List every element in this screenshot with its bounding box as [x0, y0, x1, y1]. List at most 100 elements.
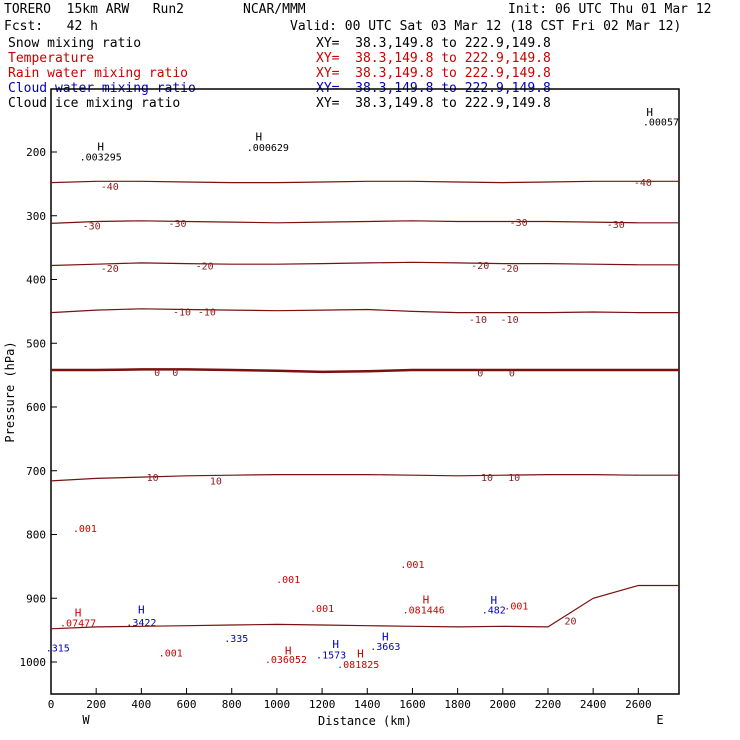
plot-frame — [50, 88, 680, 695]
contour-label: .335 — [224, 634, 248, 645]
legend-xy-cloud-ice: XY= 38.3,149.8 to 222.9,149.8 — [316, 96, 551, 111]
x-tick-label: 2000 — [490, 698, 517, 711]
contour-label: -40 — [101, 182, 119, 193]
legend-xy-snow: XY= 38.3,149.8 to 222.9,149.8 — [316, 36, 551, 51]
contour-label: .081825 — [337, 660, 379, 671]
y-axis-label: Pressure (hPa) — [3, 341, 17, 442]
header-model: TORERO 15km ARW Run2 — [4, 2, 185, 17]
header-fcst: Fcst: 42 h — [4, 19, 98, 34]
contour-label: .00057 — [643, 117, 679, 128]
high-marker: H — [256, 131, 263, 144]
legend-xy-rain: XY= 38.3,149.8 to 222.9,149.8 — [316, 66, 551, 81]
contour-label: -20 — [471, 261, 489, 272]
contour-label: -20 — [501, 264, 519, 275]
contour-label: -30 — [83, 221, 101, 232]
y-tick-label: 400 — [26, 274, 46, 287]
contour-label: -10 — [469, 315, 487, 326]
high-marker: H — [97, 140, 104, 153]
high-marker: H — [75, 606, 82, 619]
contour-label: -10 — [198, 307, 216, 318]
contour-label: .3422 — [126, 618, 156, 629]
high-marker: H — [646, 106, 653, 119]
legend-label-temperature: Temperature — [8, 51, 95, 66]
legend-xy-temperature: XY= 38.3,149.8 to 222.9,149.8 — [316, 51, 551, 66]
contour-label: -20 — [101, 264, 119, 275]
contour-label: -10 — [501, 315, 519, 326]
high-marker: H — [382, 631, 389, 644]
y-tick-label: 600 — [26, 401, 46, 414]
contour-label: .001 — [73, 524, 97, 535]
contour-label: .003295 — [80, 152, 122, 163]
isotherm--10 — [50, 308, 679, 314]
x-axis-label: Distance (km) — [318, 714, 412, 728]
high-marker: H — [285, 645, 292, 658]
x-tick-label: 200 — [86, 698, 106, 711]
x-tick-label: 2200 — [535, 698, 562, 711]
contour-label: 0 — [172, 368, 178, 379]
y-tick-label: 700 — [26, 465, 46, 478]
y-tick-label: 1000 — [20, 656, 47, 669]
contour-label: .07477 — [60, 618, 96, 629]
contour-label: -30 — [168, 219, 186, 230]
x-tick-label: 800 — [222, 698, 242, 711]
y-tick-label: 800 — [26, 529, 46, 542]
legend-label-snow: Snow mixing ratio — [8, 36, 142, 51]
x-tick-label: 1400 — [354, 698, 381, 711]
x-tick-label: 2400 — [580, 698, 607, 711]
west-label: W — [82, 713, 90, 727]
isotherm--40 — [50, 180, 679, 184]
contour-label: -40 — [634, 178, 652, 189]
isotherm--30 — [50, 220, 679, 224]
y-tick-label: 500 — [26, 337, 46, 350]
x-tick-label: 400 — [131, 698, 151, 711]
contour-label: -30 — [510, 218, 528, 229]
contour-label: .001 — [400, 560, 424, 571]
contour-label: .001 — [504, 601, 528, 612]
high-marker: H — [138, 604, 145, 617]
y-tick-label: 300 — [26, 210, 46, 223]
contour-label: -10 — [173, 307, 191, 318]
contour-label: .315 — [46, 643, 70, 654]
high-marker: H — [332, 638, 339, 651]
contour-label: -30 — [607, 220, 625, 231]
y-tick-label: 200 — [26, 146, 46, 159]
contour-label: .036052 — [265, 655, 307, 666]
high-marker: H — [357, 648, 364, 661]
contour-label: 0 — [154, 368, 160, 379]
y-tick-label: 900 — [26, 592, 46, 605]
contour-label: -20 — [196, 261, 214, 272]
header-valid: Valid: 00 UTC Sat 03 Mar 12 (18 CST Fri … — [290, 19, 682, 34]
contour-label: 10 — [508, 473, 520, 484]
isotherm-10 — [50, 474, 679, 482]
contour-label: .001 — [310, 604, 334, 615]
header-init: Init: 06 UTC Thu 01 Mar 12 — [508, 2, 712, 17]
x-tick-label: 1800 — [444, 698, 471, 711]
east-label: E — [656, 713, 663, 727]
contour-label: .001 — [276, 575, 300, 586]
contour-label: .081446 — [403, 606, 445, 617]
contour-label: 10 — [481, 473, 493, 484]
contour-label: 20 — [565, 617, 577, 628]
isotherm--20 — [50, 261, 679, 267]
contour-label: .3663 — [370, 642, 400, 653]
isotherm-20 — [50, 584, 679, 630]
x-tick-label: 600 — [177, 698, 197, 711]
high-marker: H — [490, 594, 497, 607]
isotherm-0 — [51, 368, 679, 374]
x-tick-label: 2600 — [625, 698, 652, 711]
contour-label: 0 — [509, 369, 515, 380]
contour-label: .1573 — [316, 650, 346, 661]
legend-label-rain: Rain water mixing ratio — [8, 66, 189, 81]
x-tick-label: 1000 — [264, 698, 291, 711]
contour-label: .000629 — [247, 143, 289, 154]
contour-label: 0 — [477, 369, 483, 380]
contour-label: 10 — [147, 473, 159, 484]
contour-label: .001 — [159, 648, 183, 659]
x-tick-label: 0 — [48, 698, 55, 711]
high-marker: H — [423, 594, 430, 607]
legend-label-cloud-ice: Cloud ice mixing ratio — [8, 96, 181, 111]
x-tick-label: 1200 — [309, 698, 336, 711]
header-org: NCAR/MMM — [243, 2, 306, 17]
x-tick-label: 1600 — [399, 698, 426, 711]
